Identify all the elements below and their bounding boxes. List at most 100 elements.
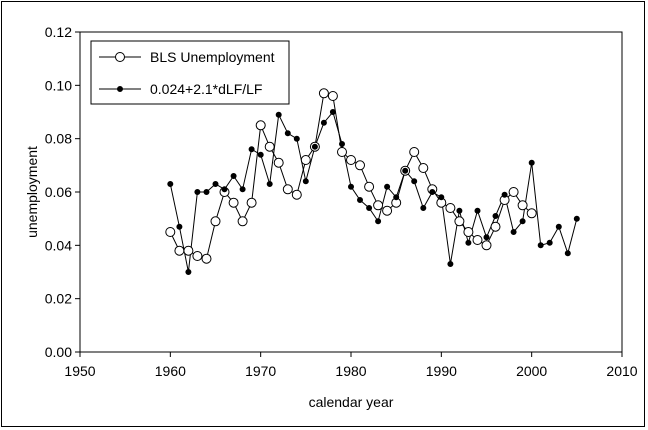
model-point xyxy=(528,159,535,166)
model-point xyxy=(573,215,580,222)
bls-point xyxy=(472,235,483,245)
model-point xyxy=(420,205,427,211)
model-point xyxy=(284,130,291,137)
y-tick-label: 0.08 xyxy=(45,131,72,147)
model-point xyxy=(456,207,463,214)
model-point xyxy=(537,242,544,249)
y-tick-label: 0.04 xyxy=(45,237,72,253)
model-point xyxy=(320,119,327,126)
bls-point xyxy=(165,227,176,237)
series-line-1 xyxy=(169,110,578,273)
x-tick-label: 1960 xyxy=(155,363,186,379)
bls-point xyxy=(454,216,465,227)
model-point xyxy=(302,178,309,185)
model-point xyxy=(564,250,571,257)
x-tick-label: 2010 xyxy=(606,363,637,379)
model-point xyxy=(311,143,318,150)
bls-point xyxy=(273,157,284,168)
model-point xyxy=(185,269,192,275)
model-point xyxy=(230,173,237,179)
bls-point xyxy=(228,197,239,208)
model-point xyxy=(176,223,183,230)
model-point xyxy=(203,189,210,195)
model-point xyxy=(492,213,499,219)
model-point xyxy=(411,178,418,185)
model-point xyxy=(221,186,228,193)
y-tick-label: 0.10 xyxy=(45,77,72,93)
model-point xyxy=(293,135,300,142)
y-tick-label: 0.06 xyxy=(45,184,72,200)
x-tick-label: 1950 xyxy=(64,363,95,379)
bls-point xyxy=(318,88,329,99)
x-tick-label: 1990 xyxy=(426,363,457,379)
bls-point xyxy=(291,189,302,200)
series-line-0 xyxy=(169,92,533,260)
bls-point xyxy=(300,155,311,165)
model-point xyxy=(384,183,391,190)
model-point xyxy=(167,181,174,187)
y-tick-label: 0.02 xyxy=(45,291,72,307)
y-tick-label: 0.00 xyxy=(45,344,72,360)
bls-point xyxy=(373,200,384,211)
model-point xyxy=(275,111,282,118)
model-point xyxy=(474,207,481,214)
bls-point xyxy=(418,163,429,173)
legend-marker-model xyxy=(117,86,123,92)
model-point xyxy=(438,194,445,201)
bls-point xyxy=(346,155,356,165)
series-layer xyxy=(165,88,580,275)
model-point xyxy=(357,197,363,203)
bls-point xyxy=(201,253,212,264)
model-point xyxy=(429,189,436,195)
model-point xyxy=(501,191,508,198)
bls-point xyxy=(327,91,338,101)
bls-point xyxy=(174,245,185,256)
legend-label-model: 0.024+2.1*dLF/LF xyxy=(150,81,262,97)
x-tick-label: 2000 xyxy=(516,363,547,379)
model-point xyxy=(348,183,354,190)
bls-point xyxy=(364,181,375,192)
bls-point xyxy=(409,147,420,157)
model-point xyxy=(555,223,562,230)
bls-point xyxy=(210,216,221,227)
model-point xyxy=(483,234,490,241)
model-point xyxy=(546,239,553,246)
model-point xyxy=(266,181,273,187)
x-tick-label: 1970 xyxy=(245,363,276,379)
bls-point xyxy=(508,187,519,197)
bls-point xyxy=(517,200,528,211)
model-point xyxy=(393,194,400,201)
bls-point xyxy=(490,221,501,232)
model-point xyxy=(329,109,336,115)
model-point xyxy=(212,181,219,187)
bls-point xyxy=(237,216,248,227)
bls-point xyxy=(355,160,365,171)
bls-point xyxy=(445,203,456,213)
model-point xyxy=(257,151,264,158)
legend-box xyxy=(90,40,290,105)
model-point xyxy=(447,261,454,267)
x-tick-label: 1980 xyxy=(335,363,366,379)
model-point xyxy=(402,167,409,174)
model-point xyxy=(465,239,472,246)
bls-point xyxy=(264,141,275,152)
legend-marker-bls xyxy=(115,52,125,62)
model-point xyxy=(519,218,526,225)
model-point xyxy=(366,205,373,211)
bls-point xyxy=(192,251,203,261)
legend-label-bls: BLS Unemployment xyxy=(150,49,275,65)
y-axis-title: unemployment xyxy=(24,146,40,238)
bls-point xyxy=(526,208,537,219)
model-point xyxy=(375,218,382,225)
model-point xyxy=(510,229,517,235)
model-point xyxy=(248,146,255,153)
bls-point xyxy=(183,245,194,256)
bls-point xyxy=(463,227,474,237)
axis-ticks: 1950 1960 1970 1980 1990 2000 2010 0.00 0.02 0.04… xyxy=(45,24,638,379)
bls-point xyxy=(255,120,266,131)
model-point xyxy=(194,189,201,195)
bls-point xyxy=(282,184,293,195)
bls-point xyxy=(382,205,393,216)
bls-point xyxy=(337,147,347,157)
